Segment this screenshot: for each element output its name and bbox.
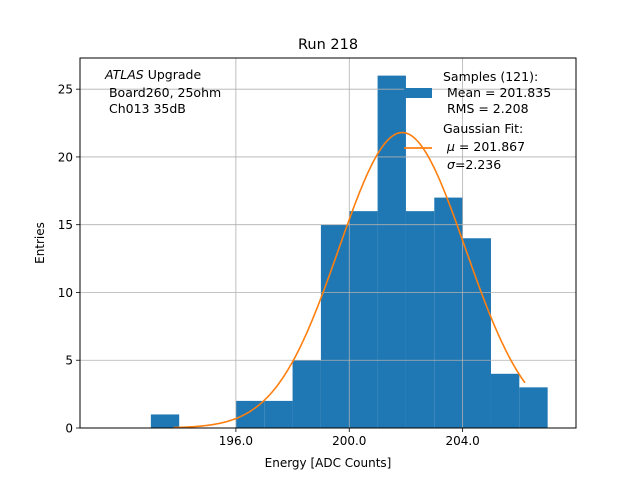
x-tick-label: 204.0 [445, 434, 479, 448]
legend-samples-mean: Mean = 201.835 [443, 85, 551, 100]
histogram-bar [320, 224, 350, 428]
y-tick-label: 0 [65, 422, 73, 436]
legend-sigma-symbol: σ [447, 157, 456, 172]
atlas-annotation: ATLAS Upgrade Board260, 25ohm Ch013 35dB [104, 67, 221, 116]
x-tick-label: 200.0 [332, 434, 366, 448]
legend: Samples (121): Mean = 201.835 RMS = 2.20… [404, 69, 551, 172]
legend-fit-mean: μ = 201.867 [446, 139, 525, 154]
histogram-bars [150, 75, 548, 428]
annotation-line-2: Board260, 25ohm [105, 85, 221, 100]
axes-frame [79, 57, 577, 429]
histogram-bar [264, 400, 293, 428]
histogram-bar [377, 75, 406, 428]
y-tick-label: 15 [58, 218, 73, 232]
histogram-bar [434, 197, 463, 428]
y-tick-label: 10 [58, 286, 73, 300]
y-tick-label: 25 [58, 83, 73, 97]
legend-samples-label: Samples (121): [443, 69, 538, 84]
histogram-bar [292, 360, 321, 428]
annotation-line-3: Ch013 35dB [105, 101, 186, 116]
histogram-bar [405, 211, 435, 428]
annotation-upgrade: Upgrade [144, 67, 202, 82]
chart-title: Run 218 [298, 37, 358, 53]
histogram-bar [349, 211, 378, 428]
x-tick-label: 196.0 [219, 434, 253, 448]
histogram-bar [150, 414, 180, 428]
gaussian-fit-curve [173, 131, 526, 429]
gaussian-fit [173, 131, 526, 429]
legend-mu-value: = 201.867 [455, 139, 525, 154]
y-axis-label: Entries [33, 222, 47, 264]
histogram-bar [490, 373, 520, 428]
legend-samples-swatch [404, 88, 432, 98]
histogram-bar [519, 387, 548, 428]
annotation-line-1: ATLAS Upgrade [104, 67, 201, 82]
legend-fit-sigma: σ=2.236 [447, 157, 501, 172]
x-axis-label: Energy [ADC Counts] [265, 456, 392, 470]
y-tick-label: 5 [65, 354, 73, 368]
legend-fit-label: Gaussian Fit: [443, 121, 523, 136]
y-tick-label: 20 [58, 150, 73, 164]
legend-samples-rms: RMS = 2.208 [443, 101, 529, 116]
histogram-bar [462, 238, 491, 428]
legend-sigma-value: =2.236 [455, 157, 501, 172]
legend-mu-symbol: μ [446, 139, 455, 154]
axis-ticks: 196.0 200.0 204.0 0 5 10 15 20 25 [58, 83, 480, 448]
annotation-atlas: ATLAS [104, 67, 144, 82]
